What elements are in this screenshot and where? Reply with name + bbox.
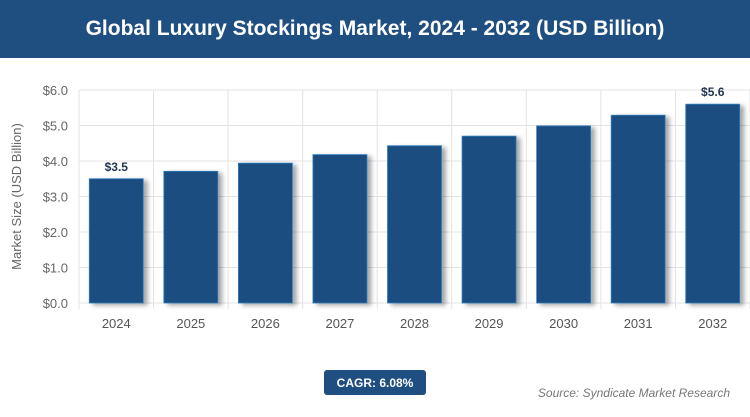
x-tick-label: 2031 xyxy=(624,316,653,331)
source-note: Source: Syndicate Market Research xyxy=(537,386,730,400)
bar-2032 xyxy=(685,103,741,304)
y-tick-label: $4.0 xyxy=(43,154,68,169)
x-tick-label: 2024 xyxy=(102,316,131,331)
y-axis-label: Market Size (USD Billion) xyxy=(9,123,24,270)
y-tick-label: $3.0 xyxy=(43,190,68,205)
bar-2025 xyxy=(163,170,219,304)
bar-2026 xyxy=(237,162,293,304)
y-tick-label: $0.0 xyxy=(43,296,68,311)
data-label: $3.5 xyxy=(105,160,129,174)
x-tick-label: 2029 xyxy=(475,316,504,331)
x-tick-label: 2026 xyxy=(251,316,280,331)
y-tick-label: $5.0 xyxy=(43,119,68,134)
bar-2027 xyxy=(312,154,368,304)
bar-2031 xyxy=(610,114,666,304)
x-tick-label: 2025 xyxy=(176,316,205,331)
bar-2030 xyxy=(536,125,592,304)
x-tick-label: 2032 xyxy=(698,316,727,331)
cagr-badge: CAGR: 6.08% xyxy=(324,370,426,395)
y-tick-label: $2.0 xyxy=(43,225,68,240)
y-tick-label: $6.0 xyxy=(43,83,68,98)
y-tick-label: $1.0 xyxy=(43,261,68,276)
data-label: $5.6 xyxy=(701,85,725,99)
x-tick-label: 2027 xyxy=(325,316,354,331)
bar-2028 xyxy=(387,145,442,304)
x-tick-label: 2028 xyxy=(400,316,429,331)
x-tick-label: 2030 xyxy=(549,316,578,331)
chart-title: Global Luxury Stockings Market, 2024 - 2… xyxy=(0,0,750,58)
bar-2024 xyxy=(88,178,144,304)
bar-2029 xyxy=(461,135,517,304)
